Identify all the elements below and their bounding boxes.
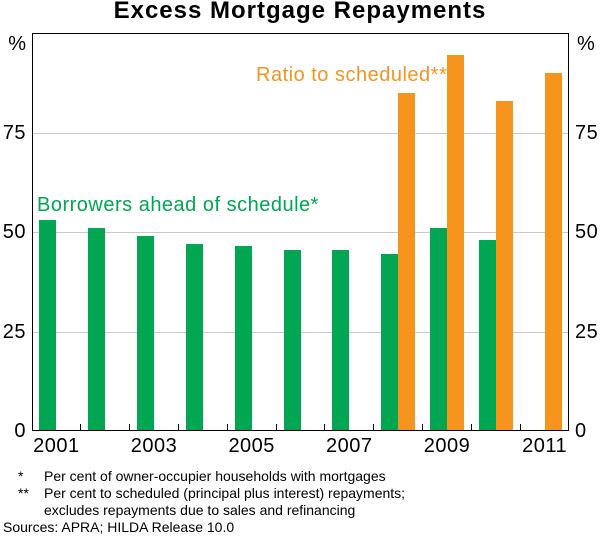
x-axis-tick [373,424,375,431]
bar-ahead-2003 [137,236,154,431]
y-tick-label-left-25: 25 [2,320,26,343]
footnote-1: * Per cent of owner-occupier households w… [3,468,598,485]
y-tick-label-left-50: 50 [2,221,26,243]
plot-area [32,33,569,431]
x-axis-tick [80,424,82,431]
bar-ahead-2006 [283,249,301,431]
y-tick-label-left-0: 0 [14,420,26,442]
y-axis-unit-right: % [577,33,595,55]
x-axis-tick [470,424,472,431]
footnote-text: Per cent to scheduled (principal plus in… [44,485,406,518]
footnote-rows: * Per cent of owner-occupier households w… [3,468,598,519]
y-tick-label-right-25: 25 [575,320,599,343]
y-tick-label-right-50: 50 [575,221,599,243]
bar-ratio-2011 [544,72,562,431]
bar-ahead-2007 [332,249,350,431]
bar-ahead-2004 [185,243,203,431]
footnote-marker: ** [18,485,29,501]
gridline-25 [32,331,569,333]
x-axis-tick [129,424,131,431]
x-axis-tick [324,424,326,431]
x-axis-tick [519,424,521,431]
y-tick-label-left-75: 75 [2,121,26,144]
y-tick-label-right-75: 75 [575,121,599,144]
x-axis-tick [275,424,277,431]
bar-ahead-2009 [430,228,447,431]
gridline-50 [32,232,569,233]
x-tick-label-2001: 2001 [33,435,80,457]
bar-ahead-2008 [381,253,399,431]
source-line: Sources: APRA; HILDA Release 10.0 [3,519,235,535]
gridline-75 [32,132,569,134]
footnote-text: Per cent of owner-occupier households wi… [44,468,386,484]
bar-ahead-2001 [39,220,57,431]
x-axis-tick [226,424,228,431]
y-axis-unit-left: % [8,33,26,55]
x-tick-label-2005: 2005 [228,435,275,457]
x-axis-tick [178,424,179,431]
chart-title: Excess Mortgage Repayments [113,0,487,24]
x-tick-label-2011: 2011 [522,435,568,457]
x-tick-label-2007: 2007 [326,435,373,457]
x-axis-tick [422,424,423,431]
series-label-borrowers-ahead: Borrowers ahead of schedule* [37,194,319,216]
bar-ratio-2009 [447,54,464,431]
bar-ratio-2008 [398,92,416,431]
x-tick-label-2003: 2003 [130,435,178,457]
bar-ahead-2010 [478,240,496,431]
series-label-ratio-to-scheduled: Ratio to scheduled** [256,64,448,86]
bar-ratio-2010 [495,100,513,431]
footnote-marker: * [18,468,24,484]
footnote-2: ** Per cent to scheduled (principal plus … [3,485,598,519]
x-tick-label-2009: 2009 [423,435,471,457]
bar-ahead-2005 [234,245,252,431]
y-tick-label-right-0: 0 [575,420,587,442]
footnotes: * Per cent of owner-occupier households w… [3,468,598,536]
bar-ahead-2002 [88,228,106,431]
